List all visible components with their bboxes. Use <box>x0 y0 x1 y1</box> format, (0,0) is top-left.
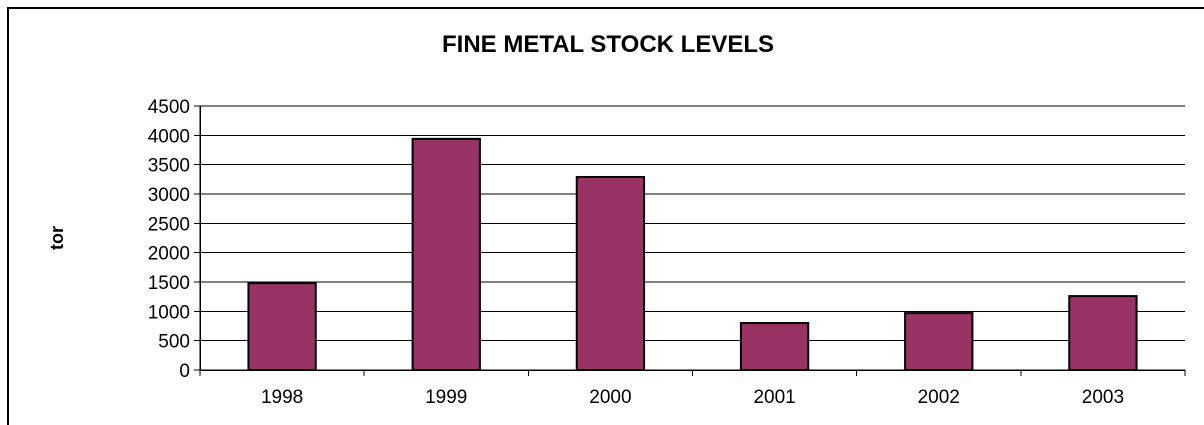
chart-title: FINE METAL STOCK LEVELS <box>442 31 774 58</box>
y-tick-label: 2500 <box>148 214 190 235</box>
y-tick-label: 2000 <box>148 244 190 265</box>
y-ticks: 0 500 1000 1500 2000 2500 3000 3500 4000 4500 <box>148 97 200 382</box>
x-tick-label: 1998 <box>261 387 303 408</box>
y-tick-label: 1000 <box>148 302 190 323</box>
x-tick-label: 2002 <box>918 387 960 408</box>
x-tick-label: 1999 <box>425 387 467 408</box>
gridlines <box>200 105 1185 342</box>
x-tick-label: 2001 <box>753 387 795 408</box>
y-tick-label: 4500 <box>148 97 190 118</box>
y-axis-label: tor <box>47 226 67 250</box>
bar-2002 <box>904 312 974 371</box>
x-tick-label: 2000 <box>589 387 631 408</box>
y-tick-label: 1500 <box>148 273 190 294</box>
bar-1999 <box>411 137 481 371</box>
y-tick-label: 0 <box>179 361 190 382</box>
x-tick-label: 2003 <box>1082 387 1124 408</box>
bar-2003 <box>1068 295 1138 371</box>
bar-2000 <box>575 175 646 371</box>
x-ticks: 1998 1999 2000 2001 2002 2003 <box>199 370 1186 408</box>
bars <box>247 137 1138 372</box>
y-tick-label: 4000 <box>148 126 190 147</box>
y-tick-label: 3000 <box>148 185 190 206</box>
y-tick-label: 3500 <box>148 156 190 177</box>
bar-1998 <box>247 282 317 372</box>
y-tick-label: 500 <box>158 332 190 353</box>
bar-2001 <box>739 322 810 372</box>
